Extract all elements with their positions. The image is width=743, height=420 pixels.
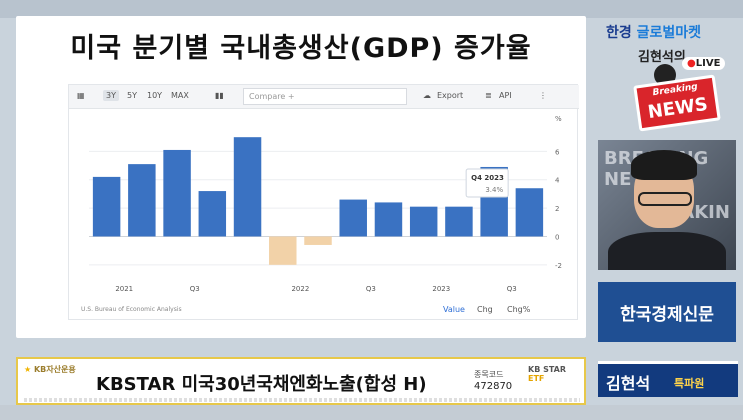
etf-text: ETF (528, 374, 545, 383)
kbstar-text: KB STAR (528, 365, 567, 374)
bar-3 (198, 191, 227, 237)
bar-8 (374, 202, 403, 237)
footer-tab-chg[interactable]: Chg (477, 305, 493, 314)
code-label: 종목코드 (474, 370, 504, 379)
compare-input[interactable]: Compare + (243, 88, 407, 105)
tooltip-label: Q4 2023 (471, 174, 504, 182)
x-tick-label-4: 2023 (432, 285, 450, 293)
range-5y[interactable]: 5Y (127, 91, 137, 100)
cloud-download-icon[interactable]: ☁ (423, 91, 431, 100)
export-button[interactable]: Export (437, 91, 464, 100)
x-tick-label-2: 2022 (291, 285, 309, 293)
footer-tab-value[interactable]: Value (443, 305, 465, 314)
range-3y[interactable]: 3Y (103, 90, 119, 101)
code-value: 472870 (474, 381, 513, 392)
live-dot-icon: ● (687, 58, 696, 69)
chart-source: U.S. Bureau of Economic Analysis (81, 306, 182, 313)
disclaimer-fine-print (24, 398, 580, 402)
bar-9 (409, 206, 438, 237)
bar-5 (269, 236, 297, 265)
api-button[interactable]: API (499, 91, 512, 100)
tooltip-value: 3.4% (485, 186, 503, 194)
etf-product-name: KBSTAR 미국30년국채엔화노출(합성 H) (96, 374, 427, 395)
bar-7 (339, 199, 367, 237)
chart-slide: 미국 분기별 국내총생산(GDP) 증가율 ▦ 3Y 5Y 10Y MAX ▮▮… (16, 16, 586, 338)
footer-tab-chg-pct[interactable]: Chg% (507, 305, 531, 314)
kb-logo: ★ KB자산운용 (24, 364, 76, 375)
kb-logo-text: KB자산운용 (33, 365, 76, 374)
y-tick-label-1: 0 (555, 233, 559, 241)
bottom-background (0, 405, 743, 420)
database-icon[interactable]: ≣ (485, 91, 492, 100)
calendar-icon[interactable]: ▦ (77, 91, 85, 100)
bar-4 (233, 137, 262, 237)
y-unit-label: % (555, 115, 562, 123)
bar-6 (304, 236, 332, 245)
bar-2 (163, 149, 191, 237)
reporter-name: 김현석 (606, 374, 651, 393)
range-10y[interactable]: 10Y (147, 91, 163, 100)
gdp-bar-chart: % -2 0 2 4 6 2021 Q3 2022 Q3 2023 Q3 Q4 2023 3.4% (89, 115, 562, 293)
x-tick-label-3: Q3 (366, 285, 376, 293)
range-max[interactable]: MAX (171, 91, 189, 100)
newspaper-name: 한국경제신문 (598, 282, 736, 342)
kb-star-icon: ★ (24, 365, 32, 374)
etf-ticker-banner: ★ KB자산운용 KBSTAR 미국30년국채엔화노출(합성 H) 종목코드 4… (16, 357, 586, 405)
x-tick-label-0: 2021 (115, 285, 133, 293)
live-label: LIVE (695, 58, 721, 69)
presenter-hair (631, 150, 697, 180)
page-title: 미국 분기별 국내총생산(GDP) 증가율 (70, 33, 532, 64)
host-script: 김현석의 (638, 50, 686, 65)
x-tick-label-5: Q3 (507, 285, 517, 293)
tooltip-box (465, 168, 509, 198)
show-brand: 한경 글로벌마켓 (606, 22, 701, 42)
x-tick-label-1: Q3 (190, 285, 200, 293)
presenter-body (608, 232, 726, 270)
bar-1 (128, 164, 156, 237)
chart-card: ▦ 3Y 5Y 10Y MAX ▮▮ Compare + ☁ Export ≣ … (68, 84, 579, 320)
breaking-news-badge: Breaking NEWS (633, 74, 721, 132)
reporter-nameplate: 김현석 특파원 (598, 361, 738, 397)
bar-0 (92, 176, 121, 237)
y-tick-label-0: -2 (555, 262, 562, 270)
brand-part2: 글로벌마켓 (636, 25, 702, 41)
bar-12 (515, 188, 544, 237)
kbstar-etf-logo: KB STAR ETF (528, 365, 584, 383)
brand-part1: 한경 (606, 25, 632, 41)
bar-10 (445, 206, 473, 237)
broadcast-branding: 한경 글로벌마켓 김현석의 ●LIVE Breaking NEWS (596, 0, 743, 420)
y-tick-label-2: 2 (555, 205, 559, 213)
chart-type-icon[interactable]: ▮▮ (215, 91, 224, 100)
top-background (0, 0, 743, 18)
y-tick-label-3: 4 (555, 177, 560, 185)
live-badge: ●LIVE (682, 57, 726, 70)
presenter-glasses (638, 192, 692, 206)
presenter-video: BREAKING NE EAKIN (598, 140, 736, 270)
reporter-role: 특파원 (674, 377, 705, 390)
y-tick-label-4: 6 (555, 148, 560, 156)
chart-toolbar: ▦ 3Y 5Y 10Y MAX ▮▮ Compare + ☁ Export ≣ … (69, 85, 579, 109)
more-icon[interactable]: ⋮ (539, 91, 547, 100)
